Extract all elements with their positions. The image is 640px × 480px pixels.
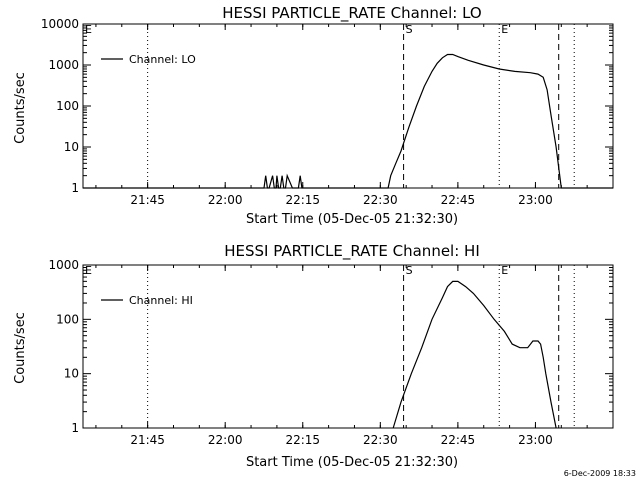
panel-1-xtick-label: 23:00 — [518, 193, 553, 207]
panel-2-legend-label: Channel: HI — [129, 294, 193, 307]
panel-2-marker-label: E — [501, 264, 508, 277]
panel-1-marker-label: E — [501, 23, 508, 36]
chart-marks: 21:45 22:00 22:15 22:30 22:45 23:00 1 10 100 1000… — [41, 17, 614, 447]
panel-1-legend-label: Channel: LO — [129, 53, 196, 66]
panel-2-marker-label: E — [85, 264, 92, 277]
panel-1-ytick-label: 1 — [71, 181, 79, 195]
panel-2-xtick-label: 22:30 — [363, 433, 398, 447]
panel-2-ytick-label: 10 — [64, 367, 79, 381]
panel-2-xtick-label: 23:00 — [518, 433, 553, 447]
panel-2-plot-frame — [82, 264, 614, 429]
panel-1-ytick-label: 100 — [56, 99, 79, 113]
panel-1-xlabel: Start Time (05-Dec-05 21:32:30) — [246, 212, 458, 227]
panel-2-xtick-label: 21:45 — [130, 433, 165, 447]
panel-1-xtick-label: 22:45 — [441, 193, 476, 207]
panel-1-title: HESSI PARTICLE_RATE Channel: LO — [222, 4, 481, 23]
panel-1-plot-frame — [82, 23, 614, 189]
panel-2-xtick-label: 22:15 — [285, 433, 320, 447]
panel-2-ytick-label: 1 — [71, 421, 79, 435]
panel-1-series-line — [83, 53, 613, 189]
panel-1-xtick-label: 21:45 — [130, 193, 165, 207]
panel-2-xtick-label: 22:00 — [208, 433, 243, 447]
footer-timestamp: 6-Dec-2009 18:33 — [564, 469, 636, 478]
panel-1-ytick-label: 10000 — [41, 17, 79, 31]
panel-2-ylabel: Counts/sec — [13, 312, 28, 384]
panel-2-series-line — [392, 280, 557, 429]
panel-2-xtick-label: 22:45 — [441, 433, 476, 447]
panel-1-xtick-label: 22:30 — [363, 193, 398, 207]
panel-1-xtick-label: 22:15 — [285, 193, 320, 207]
panel-1-ytick-label: 1000 — [48, 58, 79, 72]
panel-1-marker-label: S — [406, 23, 413, 36]
panel-2-ytick-label: 100 — [56, 312, 79, 326]
panel-1-xtick-label: 22:00 — [208, 193, 243, 207]
panel-2-title: HESSI PARTICLE_RATE Channel: HI — [224, 242, 480, 261]
panel-2-ytick-label: 1000 — [48, 258, 79, 272]
panel-1-marker-label: E — [85, 23, 92, 36]
panel-1-ytick-label: 10 — [64, 140, 79, 154]
panel-1-ylabel: Counts/sec — [13, 72, 28, 144]
panel-2-marker-label: S — [406, 264, 413, 277]
panel-2-xlabel: Start Time (05-Dec-05 21:32:30) — [246, 455, 458, 470]
